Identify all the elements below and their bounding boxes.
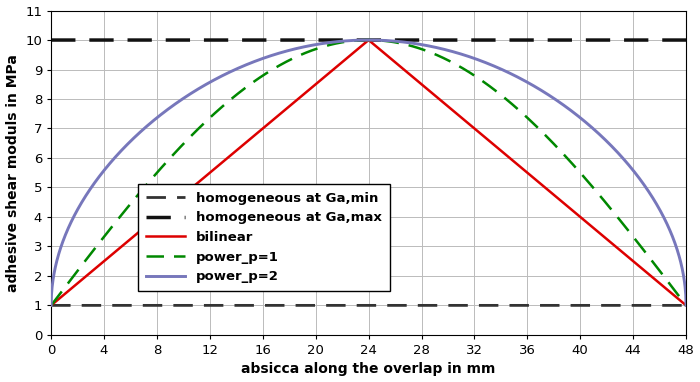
bilinear	[339, 59, 347, 64]
bilinear	[356, 45, 364, 50]
homogeneous at Ga,max	[663, 38, 671, 42]
power_p=1	[79, 261, 88, 265]
X-axis label: absicca along the overlap in mm: absicca along the overlap in mm	[241, 363, 496, 376]
Line: bilinear: bilinear	[51, 40, 686, 305]
power_p=2	[356, 38, 364, 42]
homogeneous at Ga,min	[339, 303, 347, 308]
homogeneous at Ga,min	[664, 303, 672, 308]
homogeneous at Ga,max	[356, 38, 364, 42]
power_p=1	[356, 38, 364, 42]
homogeneous at Ga,min	[682, 303, 690, 308]
Line: power_p=1: power_p=1	[51, 40, 686, 305]
power_p=1	[547, 139, 556, 144]
power_p=1	[682, 303, 690, 308]
power_p=1	[664, 279, 672, 284]
power_p=1	[664, 279, 672, 283]
Line: power_p=2: power_p=2	[51, 40, 686, 305]
bilinear	[664, 288, 672, 293]
power_p=2	[339, 39, 347, 44]
power_p=2	[547, 94, 556, 99]
homogeneous at Ga,max	[547, 38, 555, 42]
homogeneous at Ga,max	[47, 38, 55, 42]
bilinear	[664, 288, 672, 292]
power_p=1	[339, 40, 347, 44]
Y-axis label: adhesive shear moduls in MPa: adhesive shear moduls in MPa	[6, 54, 20, 291]
homogeneous at Ga,min	[356, 303, 364, 308]
homogeneous at Ga,min	[547, 303, 555, 308]
bilinear	[547, 191, 556, 195]
bilinear	[364, 38, 372, 42]
power_p=2	[664, 223, 672, 228]
homogeneous at Ga,min	[663, 303, 671, 308]
homogeneous at Ga,max	[682, 38, 690, 42]
bilinear	[47, 303, 55, 308]
homogeneous at Ga,max	[664, 38, 672, 42]
power_p=2	[664, 224, 672, 228]
power_p=2	[79, 197, 88, 202]
homogeneous at Ga,max	[339, 38, 347, 42]
power_p=2	[682, 303, 690, 308]
homogeneous at Ga,min	[47, 303, 55, 308]
homogeneous at Ga,min	[79, 303, 88, 308]
bilinear	[79, 276, 88, 281]
power_p=2	[47, 303, 55, 308]
power_p=2	[364, 38, 372, 42]
power_p=1	[47, 303, 55, 308]
Legend: homogeneous at Ga,min, homogeneous at Ga,max, bilinear, power_p=1, power_p=2: homogeneous at Ga,min, homogeneous at Ga…	[138, 184, 390, 291]
homogeneous at Ga,max	[79, 38, 88, 42]
power_p=1	[364, 38, 372, 42]
bilinear	[682, 303, 690, 308]
